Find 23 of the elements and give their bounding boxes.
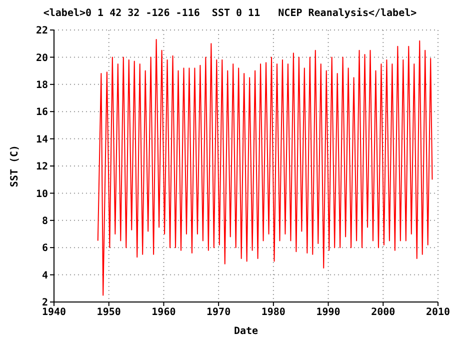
y-tick-label: 22 <box>36 26 48 37</box>
x-tick-label: 2000 <box>371 307 396 318</box>
y-tick-label: 20 <box>36 52 48 64</box>
line-series <box>97 39 433 296</box>
y-tick-label: 12 <box>36 162 48 173</box>
y-tick-label: 16 <box>36 107 48 118</box>
y-tick-label: 10 <box>36 188 48 200</box>
chart-title: <label>0 1 42 32 -126 -116 SST 0 11 NCEP Reanalysis</label> <box>42 8 418 21</box>
y-tick-label: 2 <box>42 298 48 309</box>
x-tick-label: 1940 <box>42 307 66 318</box>
x-tick-label: 1960 <box>152 307 176 318</box>
x-tick-label: 2010 <box>426 307 450 318</box>
x-tick-label: 1970 <box>206 307 231 318</box>
y-tick-label: 4 <box>42 270 48 282</box>
x-tick-label: 1950 <box>96 307 121 318</box>
y-tick-label: 8 <box>42 216 48 227</box>
x-tick-label: 1990 <box>316 307 340 318</box>
y-axis-title: SST (C) <box>10 144 21 188</box>
x-tick-label: 1980 <box>261 307 286 318</box>
y-tick-label: 6 <box>42 243 48 254</box>
x-axis-title: Date <box>234 326 258 337</box>
y-tick-label: 18 <box>36 80 48 91</box>
y-tick-label: 14 <box>36 134 48 146</box>
